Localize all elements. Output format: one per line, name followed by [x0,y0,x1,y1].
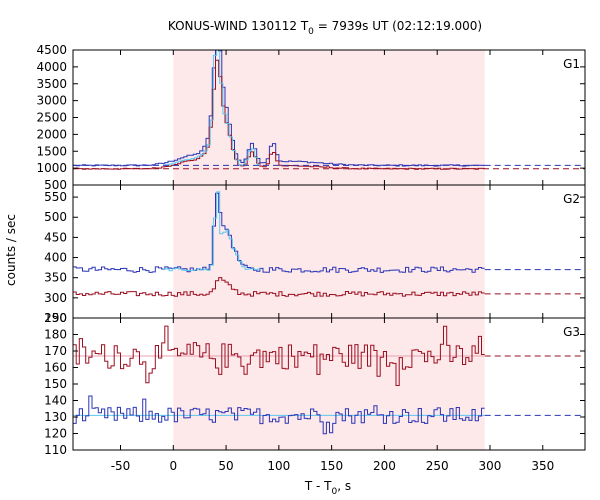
y-tick-label: 4000 [36,60,67,74]
y-tick-label: 550 [44,190,67,204]
series-red [73,277,485,297]
y-tick-label: 500 [44,178,67,192]
panels-group: 50010001500200025003000350040004500G1250… [36,43,586,473]
series-blue [73,395,485,435]
chart-title: KONUS-WIND 130112 T0 = 7939s UT (02:12:1… [168,19,482,37]
x-tick-label: -50 [111,459,131,473]
panel-g1: 500 1000 1500 2000 2500 3000 3500 4000 4500 G1 [36,43,586,192]
y-tick-label: 180 [44,328,67,342]
y-axis-label: counts / sec [4,214,18,286]
x-tick-label: 0 [169,459,177,473]
panel-label: G1 [563,57,580,71]
y-tick-label: 2000 [36,127,67,141]
panel-g2: 250 300 350 400 450 500 550 G2 [44,184,586,325]
panel-label: G3 [563,325,580,339]
y-tick-label: 300 [44,291,67,305]
x-tick-label: 350 [531,459,554,473]
panel-label: G2 [563,192,580,206]
x-tick-label: 250 [426,459,449,473]
y-tick-label: 170 [44,344,67,358]
y-tick-label: 160 [44,361,67,375]
y-tick-label: 2500 [36,111,67,125]
y-tick-label: 190 [44,311,67,325]
y-tick-label: 150 [44,377,67,391]
series-blue [73,192,485,273]
series-cyan [162,191,261,272]
panel-g3: 110 120 130 140 150 160 170 180 190 G3 [44,311,586,457]
y-tick-label: 1000 [36,161,67,175]
y-tick-label: 450 [44,230,67,244]
x-tick-label: 100 [267,459,290,473]
y-tick-label: 110 [44,443,67,457]
y-tick-label: 3500 [36,77,67,91]
x-tick-labels: -50 0 50 100 150 200 250 300 350 [111,459,555,473]
y-tick-label: 350 [44,271,67,285]
y-tick-label: 1500 [36,144,67,158]
x-axis-label: T - T0, s [304,479,351,497]
x-tick-label: 200 [373,459,396,473]
x-tick-label: 50 [218,459,233,473]
y-tick-label: 400 [44,251,67,265]
x-tick-label: 150 [320,459,343,473]
y-tick-label: 4500 [36,43,67,57]
y-tick-label: 140 [44,394,67,408]
y-tick-label: 500 [44,210,67,224]
series-red [73,325,485,386]
y-tick-label: 3000 [36,94,67,108]
y-tick-label: 120 [44,427,67,441]
x-tick-label: 300 [479,459,502,473]
y-tick-label: 250 [44,311,67,325]
y-tick-label: 130 [44,410,67,424]
